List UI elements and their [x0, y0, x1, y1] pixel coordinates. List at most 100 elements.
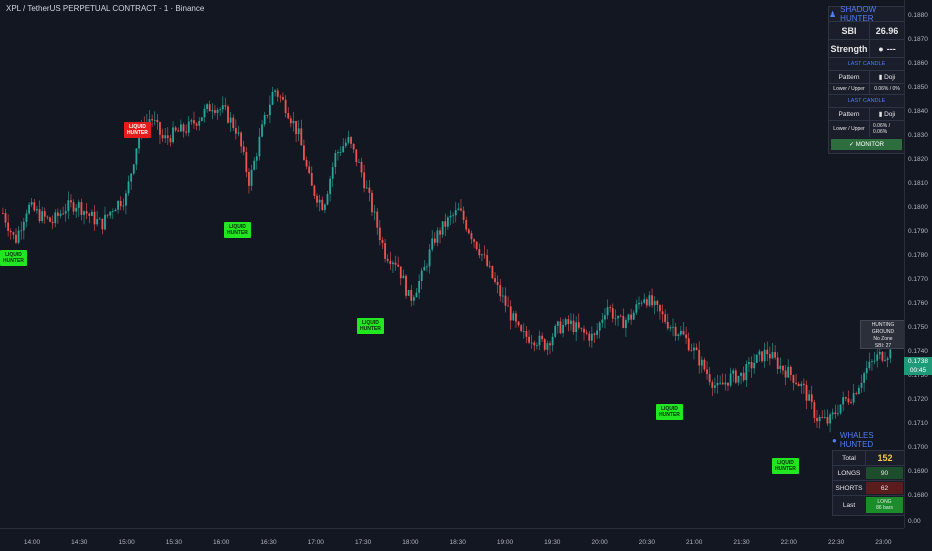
candle-body: [122, 205, 125, 207]
candle-body: [106, 214, 109, 216]
candle-body: [748, 362, 750, 365]
candle-body: [766, 349, 769, 355]
candle-body: [826, 416, 829, 424]
time-axis[interactable]: 14:00 14:30 15:00 15:30 16:00 16:30 17:00 17:30…: [0, 528, 904, 551]
price-tick-label: 0.1730: [908, 372, 928, 379]
candle-body: [166, 135, 169, 139]
hunting-line: No Zone: [873, 336, 893, 342]
price-tick-label: 0.1700: [908, 444, 928, 451]
bar-countdown: 00:45: [909, 367, 927, 374]
candle-body: [690, 350, 693, 352]
price-axis[interactable]: 0.1880 0.1870 0.1860 0.1850 0.1840 0.1830 0.18…: [904, 0, 932, 528]
candlestick-chart[interactable]: [0, 0, 904, 528]
candle-body: [834, 412, 837, 415]
candle-body: [77, 202, 80, 208]
candle-body: [305, 160, 308, 167]
candle-body: [54, 212, 57, 224]
candle-body: [805, 384, 808, 401]
longs-value: 90: [866, 467, 903, 479]
candle-body: [49, 217, 51, 222]
candle-body: [810, 394, 813, 403]
longs-label: LONGS: [837, 469, 861, 477]
candle-body: [536, 345, 538, 347]
candle-body: [75, 207, 78, 212]
candle-body: [734, 370, 737, 383]
candle-body: [153, 119, 156, 121]
candle-body: [12, 232, 15, 235]
candle-body: [138, 135, 140, 149]
candle-body: [132, 164, 135, 174]
candle-body: [206, 104, 208, 109]
candle-body: [878, 352, 881, 355]
candle-body: [88, 213, 91, 216]
candle-body: [674, 326, 677, 336]
candle-body: [884, 360, 886, 361]
candle-body: [732, 370, 735, 374]
candle-body: [522, 331, 525, 332]
candle-body: [740, 372, 742, 376]
sbi-value: 26.96: [869, 22, 904, 39]
candle-body: [151, 119, 154, 121]
candle-body: [101, 218, 104, 230]
monitor-button[interactable]: ✓ MONITOR: [831, 139, 902, 150]
candle-body: [886, 358, 889, 361]
candle-body: [632, 312, 635, 320]
candle-body: [823, 416, 826, 418]
candle-body: [4, 213, 7, 223]
candle-body: [104, 214, 106, 230]
total-value: 152: [865, 451, 904, 465]
candle-body: [831, 412, 834, 415]
candle-body: [190, 120, 193, 122]
candle-body: [473, 239, 475, 242]
candle-body: [721, 382, 724, 385]
candle-body: [274, 90, 277, 92]
candle-body: [313, 185, 316, 196]
candle-body: [554, 326, 557, 337]
pattern-text: Doji: [884, 73, 896, 81]
candle-body: [187, 121, 190, 133]
candle-body: [570, 320, 572, 324]
candle-body: [224, 105, 227, 107]
candle-body: [661, 311, 664, 315]
time-tick-label: 21:00: [686, 539, 703, 546]
candle-body: [593, 333, 596, 335]
candle-body: [816, 418, 818, 422]
candle-body: [852, 393, 855, 403]
pattern-value: ▮ Doji: [869, 71, 904, 83]
candle-body: [261, 124, 263, 137]
candle-body: [509, 306, 512, 321]
candle-body: [195, 123, 198, 126]
candle-body: [590, 333, 593, 341]
candle-body: [164, 135, 167, 139]
candle-icon: ▮: [878, 74, 883, 81]
candle-body: [198, 120, 201, 126]
candle-body: [687, 338, 690, 351]
candle-body: [28, 204, 30, 214]
candle-body: [33, 202, 36, 211]
candle-body: [857, 387, 860, 394]
time-tick-label: 14:30: [71, 539, 88, 546]
candle-body: [742, 372, 745, 381]
candle-body: [659, 304, 661, 312]
candle-body: [507, 305, 510, 307]
candle-body: [389, 260, 392, 265]
candle-body: [412, 297, 415, 301]
candle-body: [585, 332, 588, 334]
candle-body: [460, 208, 462, 211]
lower-upper-label: Lower / Upper: [833, 86, 865, 92]
symbol-title[interactable]: XPL / TetherUS PERPETUAL CONTRACT · 1 · …: [6, 4, 205, 13]
price-tick-label: 0.1720: [908, 396, 928, 403]
candle-body: [727, 382, 729, 386]
candle-body: [776, 357, 779, 369]
price-tick-label: 0.1860: [908, 60, 928, 67]
candle-body: [889, 349, 892, 359]
candle-body: [782, 365, 784, 371]
candle-body: [596, 330, 599, 335]
candle-body: [656, 300, 659, 305]
candle-body: [737, 375, 740, 383]
candle-body: [669, 327, 672, 329]
price-tick-label: 0.1770: [908, 276, 928, 283]
candle-body: [295, 120, 297, 135]
candle-body: [795, 382, 797, 384]
whales-header: ● WHALES HUNTED: [832, 431, 904, 449]
